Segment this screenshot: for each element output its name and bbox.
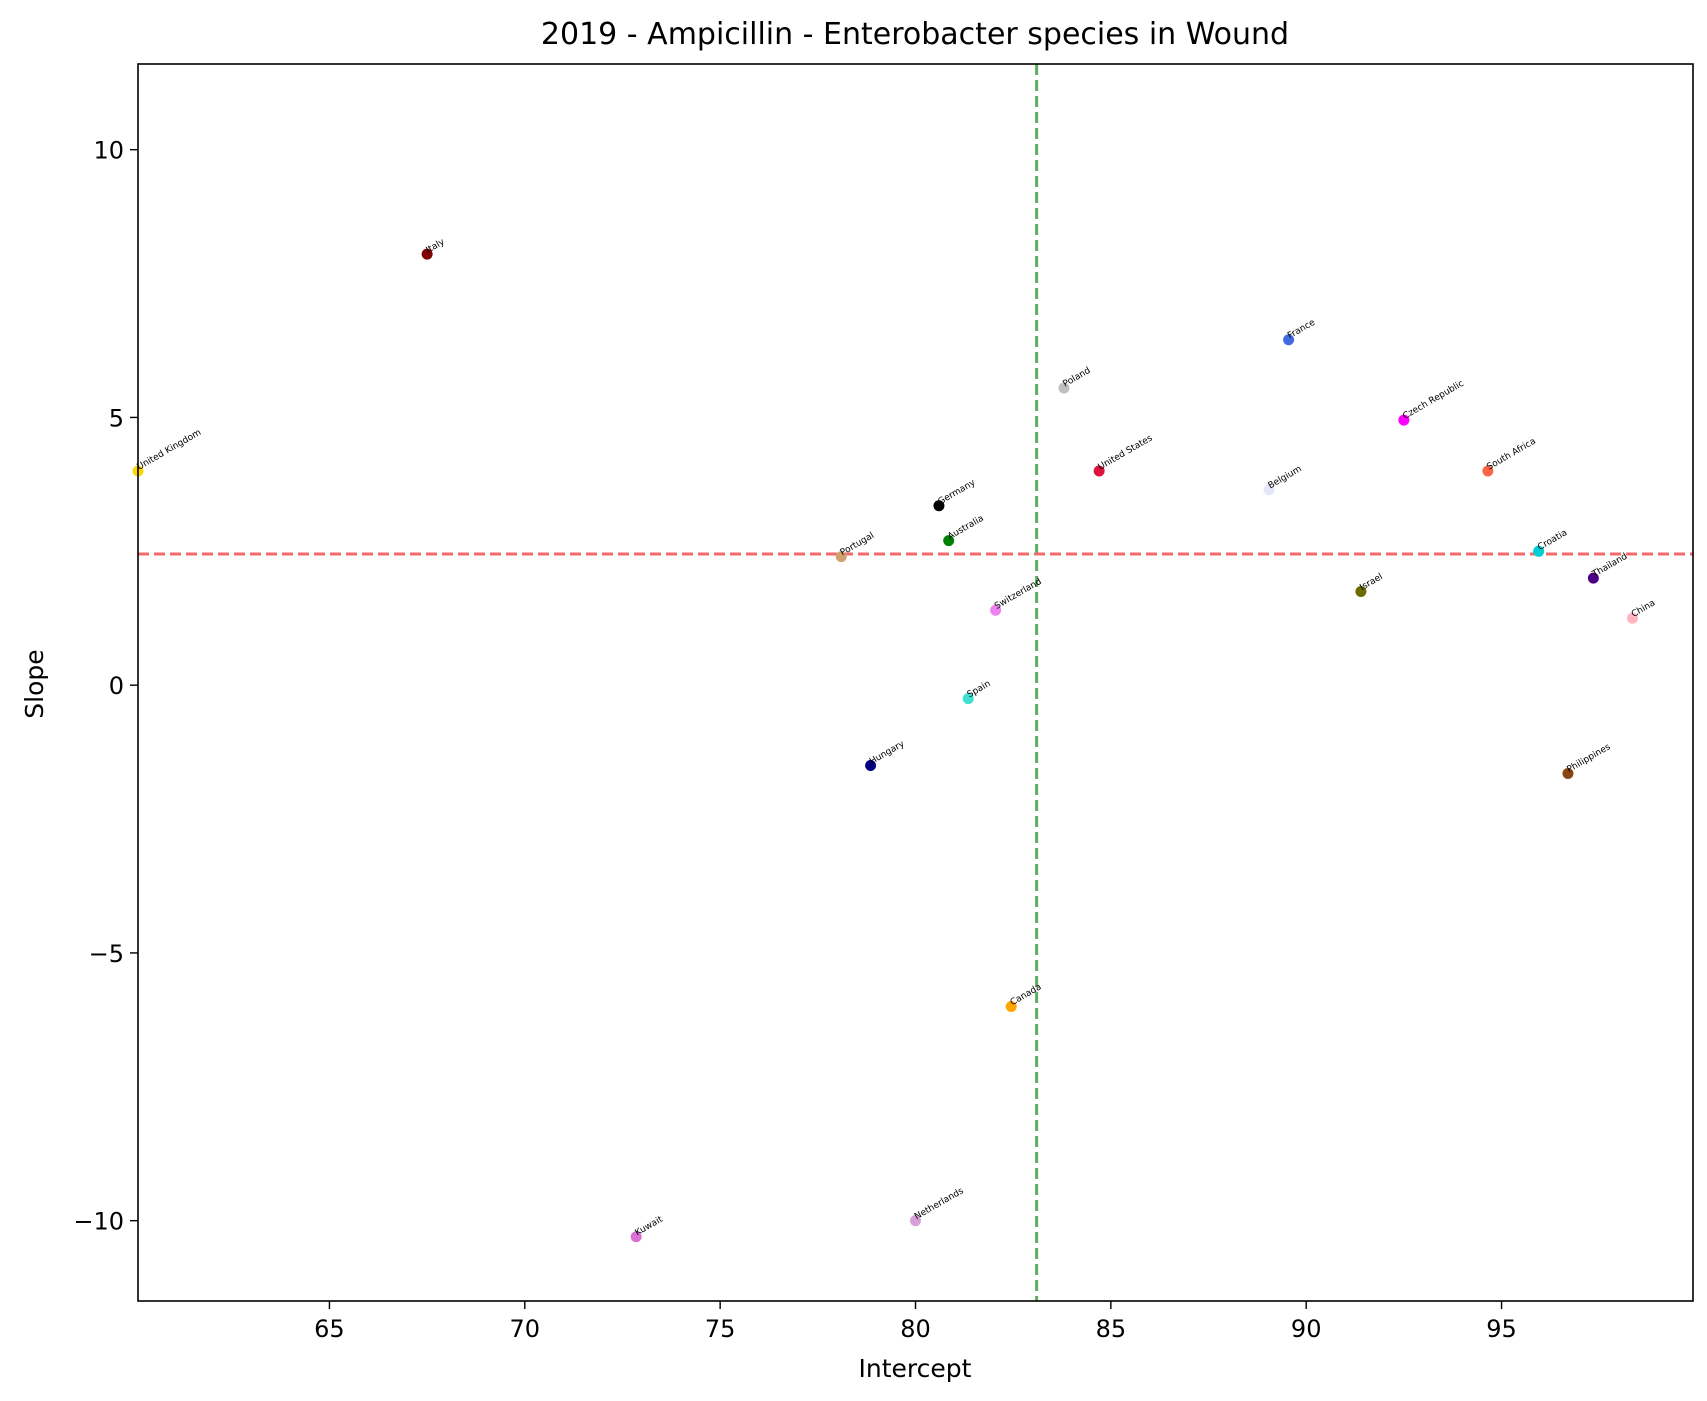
point-switzerland [990,604,1002,616]
y-tick-label: 10 [93,137,124,165]
point-thailand [1587,572,1599,584]
point-south-africa [1482,465,1494,477]
reference-lines [138,64,1693,1301]
x-axis-label: Intercept [859,1354,972,1383]
x-tick-label: 75 [705,1315,736,1343]
x-tick-label: 80 [900,1315,931,1343]
point-france [1283,334,1295,346]
point-china [1626,612,1638,624]
point-canada [1005,1000,1017,1012]
plot-frame [137,63,1694,1302]
x-axis-ticks: 65 70 75 80 85 90 95 [314,1301,1517,1343]
point-croatia [1533,545,1545,557]
point-hungary [865,760,877,772]
y-axis-ticks: 10 5 0 −5 −10 [73,137,138,1236]
y-tick-label: 5 [109,404,124,432]
x-tick-label: 65 [314,1315,345,1343]
point-germany [933,500,945,512]
point-czech-republic [1398,414,1410,426]
y-tick-label: −5 [89,940,124,968]
point-philippines [1562,768,1574,780]
y-tick-label: −10 [73,1208,124,1236]
point-israel [1355,585,1367,597]
point-kuwait [630,1231,642,1243]
point-poland [1058,382,1070,394]
x-tick-label: 90 [1291,1315,1322,1343]
point-belgium [1263,484,1275,496]
y-axis-label: Slope [20,649,49,718]
point-united-states [1093,465,1105,477]
point-netherlands [910,1215,921,1227]
point-australia [943,535,955,547]
x-tick-label: 85 [1096,1315,1127,1343]
point-italy [421,248,433,260]
x-tick-label: 95 [1486,1315,1517,1343]
x-tick-label: 70 [510,1315,541,1343]
point-portugal [835,551,847,563]
point-spain [962,693,974,705]
y-tick-label: 0 [109,672,124,700]
chart-title: 2019 - Ampicillin - Enterobacter species… [541,17,1289,52]
